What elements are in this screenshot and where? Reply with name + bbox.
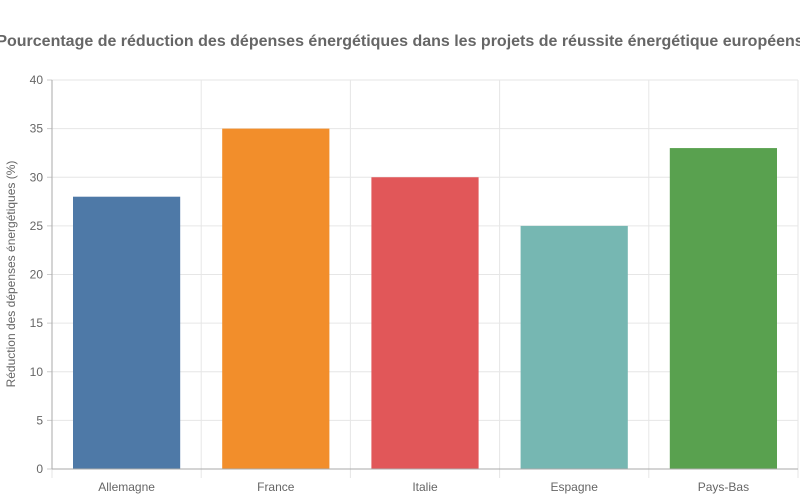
y-tick-label: 25 bbox=[30, 219, 44, 233]
y-tick-label: 35 bbox=[30, 122, 44, 136]
bar-allemagne bbox=[73, 196, 181, 469]
y-tick-label: 10 bbox=[30, 365, 44, 379]
y-tick-label: 30 bbox=[30, 170, 44, 184]
x-tick-label: Italie bbox=[412, 480, 438, 494]
y-axis-label: Réduction des dépenses énergétiques (%) bbox=[4, 161, 18, 388]
y-tick-label: 0 bbox=[36, 462, 43, 476]
axes: 0 5 10 15 20 25 30 35 40 Allemagne France Italie Esp… bbox=[30, 73, 798, 494]
y-tick-label: 5 bbox=[36, 413, 43, 427]
bar-pays-bas bbox=[669, 148, 777, 469]
bar-france bbox=[222, 128, 330, 469]
x-tick-label: Espagne bbox=[551, 480, 599, 494]
y-tick-label: 20 bbox=[30, 268, 44, 282]
bars bbox=[73, 128, 777, 469]
x-tick-label: France bbox=[257, 480, 295, 494]
x-tick-label: Pays-Bas bbox=[698, 480, 749, 494]
chart-title: Pourcentage de réduction des dépenses én… bbox=[0, 33, 800, 50]
bar-espagne bbox=[520, 225, 628, 469]
x-tick-label: Allemagne bbox=[98, 480, 155, 494]
bar-italie bbox=[371, 177, 479, 469]
y-tick-label: 40 bbox=[30, 73, 44, 87]
y-tick-label: 15 bbox=[30, 316, 44, 330]
